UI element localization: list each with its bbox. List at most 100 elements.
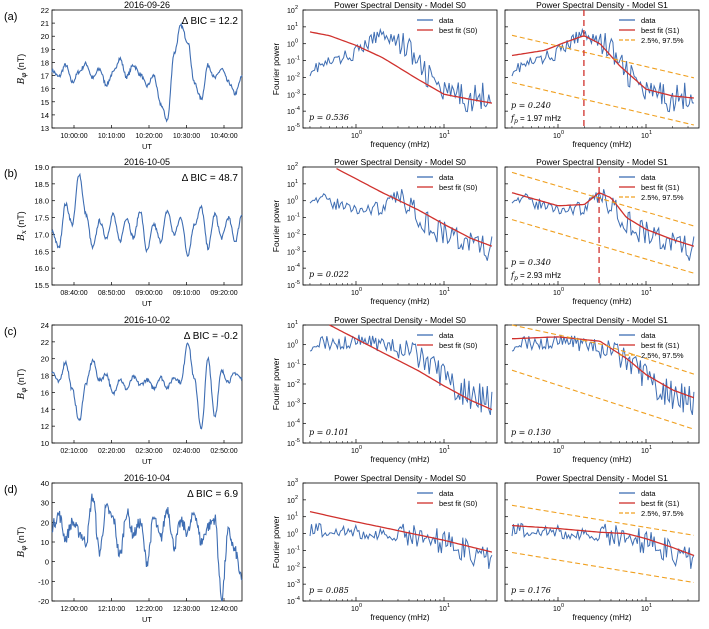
y-tick-label: 24 xyxy=(41,321,49,330)
y-tick-exponent: 1 xyxy=(295,512,298,518)
legend-label: 2.5%, 97.5% xyxy=(641,509,684,518)
conf-upper-line xyxy=(511,34,695,79)
y-tick-label: 10 xyxy=(287,266,295,273)
y-tick-exponent: 1 xyxy=(295,320,298,326)
psd-data-line xyxy=(511,522,695,569)
y-tick-label: 10 xyxy=(287,109,295,116)
x-tick-label: 12:10:00 xyxy=(98,606,125,613)
y-tick-exponent: -2 xyxy=(295,379,300,385)
y-tick-label: 10 xyxy=(287,126,295,133)
psd-title: Power Spectral Density - Model S1 xyxy=(536,157,668,167)
panel-label: (c) xyxy=(4,326,17,338)
panel-date-title: 2016-10-02 xyxy=(124,315,170,325)
timeseries-line xyxy=(51,342,243,430)
timeseries-line xyxy=(51,493,243,602)
y-tick-label: 40 xyxy=(41,479,49,488)
y-tick-exponent: 1 xyxy=(295,22,298,28)
psd-data-line xyxy=(309,189,493,261)
x-axis-label: UT xyxy=(142,142,152,151)
y-tick-label: 30 xyxy=(41,499,49,508)
delta-bic-annotation: Δ BIC = 6.9 xyxy=(187,489,238,500)
y-tick-label: 0 xyxy=(45,558,49,567)
psd-title: Power Spectral Density - Model S1 xyxy=(536,0,668,10)
x-tick-label: 02:40:00 xyxy=(173,448,200,455)
psd-fit-line xyxy=(336,168,493,247)
fp-symbol: f xyxy=(510,271,516,280)
x-tick-label: 10 xyxy=(641,606,649,613)
x-tick-label: 10 xyxy=(351,448,359,455)
x-tick-label: 10 xyxy=(351,290,359,297)
legend-label: 2.5%, 97.5% xyxy=(641,193,684,202)
y-tick-label: 22 xyxy=(41,338,49,347)
plot-frame xyxy=(302,166,498,286)
plot-frame xyxy=(504,166,700,286)
legend-label: best fit (S1) xyxy=(641,183,680,192)
y-axis-var: B xyxy=(17,550,27,558)
x-tick-label: 02:30:00 xyxy=(135,448,162,455)
x-tick-exponent: 0 xyxy=(561,130,564,136)
psd-data-line xyxy=(309,27,492,113)
fp-value: = 1.97 mHz xyxy=(518,114,561,123)
y-tick-label: 19.0 xyxy=(34,163,49,172)
timeseries-panel-a: (a) 2016-09-26 Δ BIC = 12.2 13 14 15 16 17 18 19 2… xyxy=(4,0,243,151)
psd-fit-line xyxy=(309,510,493,553)
panel-date-title: 2016-09-26 xyxy=(124,0,170,10)
y-tick-label: 13 xyxy=(41,124,49,133)
legend-label: best fit (S1) xyxy=(641,26,680,35)
y-axis-unit: (nT) xyxy=(16,211,26,230)
psd-data-line xyxy=(309,522,493,569)
y-tick-exponent: -1 xyxy=(295,56,300,62)
panel-label: (d) xyxy=(4,484,17,496)
timeseries-panel-c: (c) 2016-10-02 Δ BIC = -0.2 10 12 14 16 18 20 22 2… xyxy=(4,315,243,466)
psd-y-axis-label: Fourier power xyxy=(271,43,281,96)
y-tick-label: 18.5 xyxy=(34,180,49,189)
y-tick-label: 16.0 xyxy=(34,264,49,273)
y-tick-label: 10 xyxy=(287,323,295,330)
y-tick-label: 10 xyxy=(41,538,49,547)
x-tick-exponent: 0 xyxy=(561,445,564,451)
y-tick-label: 10 xyxy=(287,283,295,290)
fp-annotation: fp = 2.93 mHz xyxy=(510,271,561,282)
psd-title: Power Spectral Density - Model S1 xyxy=(536,315,668,325)
psd-fit-line xyxy=(329,324,493,411)
y-tick-label: 10 xyxy=(287,92,295,99)
psd-title: Power Spectral Density - Model S0 xyxy=(334,0,466,10)
y-tick-label: 12 xyxy=(41,422,49,431)
y-tick-label: 10 xyxy=(287,75,295,82)
p-value-annotation: p = 0.101 xyxy=(309,428,349,437)
y-tick-label: 17.0 xyxy=(34,230,49,239)
conf-upper-line xyxy=(511,504,694,536)
y-tick-label: 10 xyxy=(41,439,49,448)
psd-fit-line xyxy=(511,35,694,99)
y-tick-label: 10 xyxy=(287,42,295,49)
y-tick-exponent: 0 xyxy=(295,39,298,45)
y-tick-label: 14 xyxy=(41,405,49,414)
y-tick-label: 10 xyxy=(287,515,295,522)
x-tick-label: 10 xyxy=(439,448,447,455)
plot-frame xyxy=(51,324,243,444)
x-tick-exponent: 1 xyxy=(447,130,450,136)
delta-bic-annotation: Δ BIC = -0.2 xyxy=(184,331,239,342)
y-tick-exponent: 2 xyxy=(295,5,298,11)
psd-fit-line xyxy=(511,192,695,247)
psd-title: Power Spectral Density - Model S0 xyxy=(334,157,466,167)
y-tick-label: 10 xyxy=(287,498,295,505)
y-tick-exponent: 0 xyxy=(295,529,298,535)
psd-x-axis-label: frequency (mHz) xyxy=(370,140,429,149)
x-tick-exponent: 1 xyxy=(649,445,652,451)
y-tick-exponent: -5 xyxy=(295,438,300,444)
psd-x-axis-label: frequency (mHz) xyxy=(572,613,631,622)
x-tick-exponent: 0 xyxy=(359,445,362,451)
y-tick-exponent: -4 xyxy=(295,263,300,269)
fp-annotation: fp = 1.97 mHz xyxy=(510,114,561,125)
x-tick-label: 10 xyxy=(439,133,447,140)
x-tick-exponent: 0 xyxy=(359,287,362,293)
y-tick-exponent: -1 xyxy=(295,213,300,219)
x-tick-label: 10 xyxy=(439,606,447,613)
psd-fit-line xyxy=(512,336,695,399)
x-tick-label: 12:30:00 xyxy=(173,606,200,613)
